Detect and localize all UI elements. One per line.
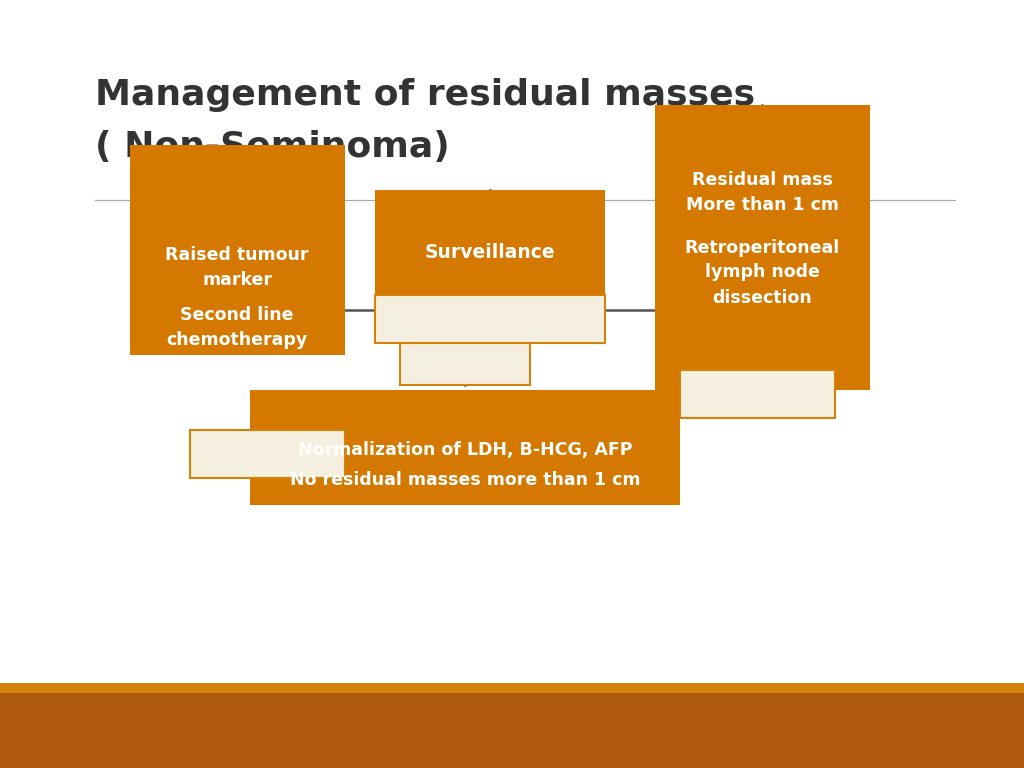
Bar bbox=[0, 683, 1024, 693]
Text: Surveillance: Surveillance bbox=[425, 243, 555, 261]
Bar bbox=[655, 105, 870, 390]
Bar bbox=[0, 683, 1024, 768]
Text: More than 1 cm: More than 1 cm bbox=[685, 196, 839, 214]
Bar bbox=[680, 370, 835, 418]
Text: Normalization of LDH, B-HCG, AFP: Normalization of LDH, B-HCG, AFP bbox=[298, 441, 632, 459]
Text: Management of residual masses: Management of residual masses bbox=[95, 78, 755, 112]
Text: marker: marker bbox=[202, 271, 272, 289]
Text: chemotherapy: chemotherapy bbox=[166, 331, 307, 349]
Text: Second line: Second line bbox=[180, 306, 294, 324]
Bar bbox=[375, 295, 605, 343]
Bar bbox=[400, 330, 530, 385]
Text: Residual mass: Residual mass bbox=[691, 171, 833, 189]
Bar bbox=[375, 190, 605, 310]
Bar bbox=[250, 390, 680, 505]
Text: Raised tumour: Raised tumour bbox=[165, 246, 309, 264]
Text: Retroperitoneal: Retroperitoneal bbox=[684, 239, 840, 257]
Bar bbox=[130, 145, 345, 355]
Text: ( Non-Seminoma): ( Non-Seminoma) bbox=[95, 130, 450, 164]
Bar bbox=[190, 430, 345, 478]
Text: lymph node: lymph node bbox=[705, 263, 819, 281]
Text: dissection: dissection bbox=[712, 289, 812, 307]
Text: No residual masses more than 1 cm: No residual masses more than 1 cm bbox=[290, 471, 640, 489]
